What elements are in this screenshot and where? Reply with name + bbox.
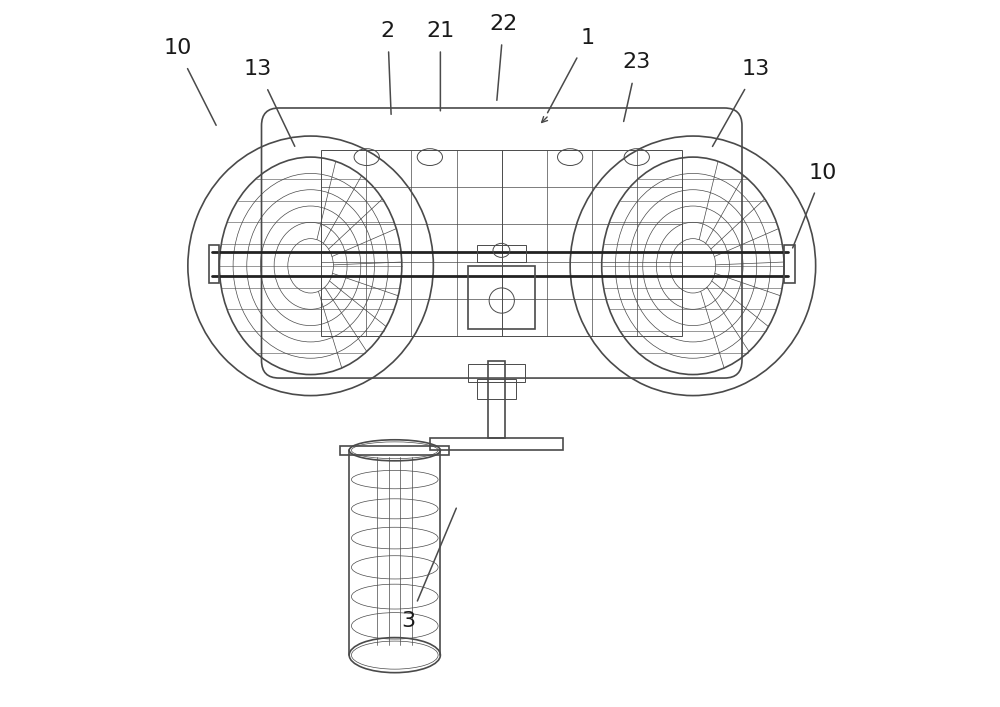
Text: 2: 2	[381, 21, 395, 115]
Bar	[477, 245, 526, 262]
Text: 22: 22	[489, 14, 518, 100]
Text: 1: 1	[548, 28, 595, 112]
Text: 10: 10	[793, 163, 837, 248]
Bar	[209, 245, 219, 284]
Bar	[477, 380, 516, 399]
Text: 13: 13	[244, 59, 295, 146]
Text: 3: 3	[402, 508, 456, 631]
Bar	[340, 446, 449, 455]
Bar	[430, 438, 563, 450]
Bar	[468, 266, 535, 329]
Bar	[321, 150, 682, 336]
Text: 13: 13	[712, 59, 770, 146]
Bar	[488, 361, 505, 438]
Text: 10: 10	[163, 38, 216, 125]
Text: 23: 23	[623, 52, 651, 122]
Text: 21: 21	[426, 21, 455, 111]
Bar	[468, 364, 525, 382]
Bar	[784, 245, 795, 284]
